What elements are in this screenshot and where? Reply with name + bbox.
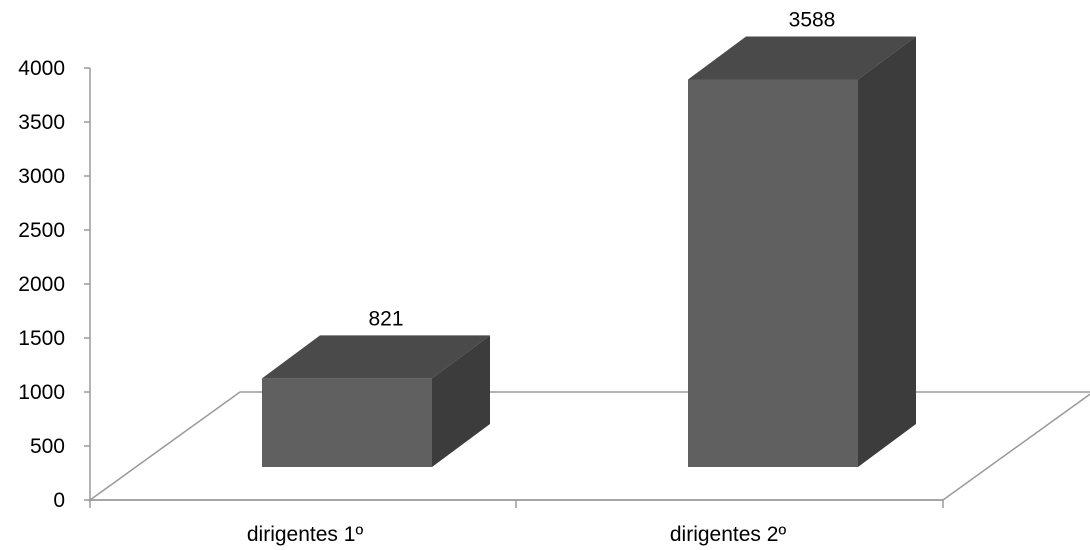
- bar-2: [688, 36, 916, 467]
- chart-floor: [87, 391, 1090, 501]
- bar-front-face: [262, 378, 432, 467]
- y-tick-label: 2500: [18, 219, 65, 242]
- bar-top-face: [262, 335, 490, 379]
- y-tick-label: 4000: [18, 57, 65, 80]
- bar-side-face: [858, 36, 916, 467]
- chart-bars: [262, 36, 916, 467]
- y-tick-label: 2000: [18, 273, 65, 296]
- floor-plane: [87, 391, 1090, 501]
- x-tick-label: dirigentes 2º: [670, 523, 787, 546]
- data-label: 821: [368, 307, 403, 330]
- data-label: 3588: [789, 8, 836, 31]
- bar-1: [262, 335, 490, 467]
- bar-side-face: [432, 335, 490, 467]
- chart-axes: [84, 67, 944, 508]
- chart-labels: 0 500 1000 1500 2000 2500 3000 3500 4000 821 3588 d…: [18, 8, 835, 546]
- y-tick-label: 500: [30, 435, 65, 458]
- x-tick-label: dirigentes 1º: [247, 523, 364, 546]
- y-tick-label: 3000: [18, 165, 65, 188]
- y-tick-label: 1000: [18, 381, 65, 404]
- y-tick-label: 3500: [18, 111, 65, 134]
- bar-front-face: [688, 79, 858, 467]
- bar-top-face: [688, 36, 916, 80]
- y-tick-label: 1500: [18, 327, 65, 350]
- y-tick-label: 0: [53, 489, 65, 512]
